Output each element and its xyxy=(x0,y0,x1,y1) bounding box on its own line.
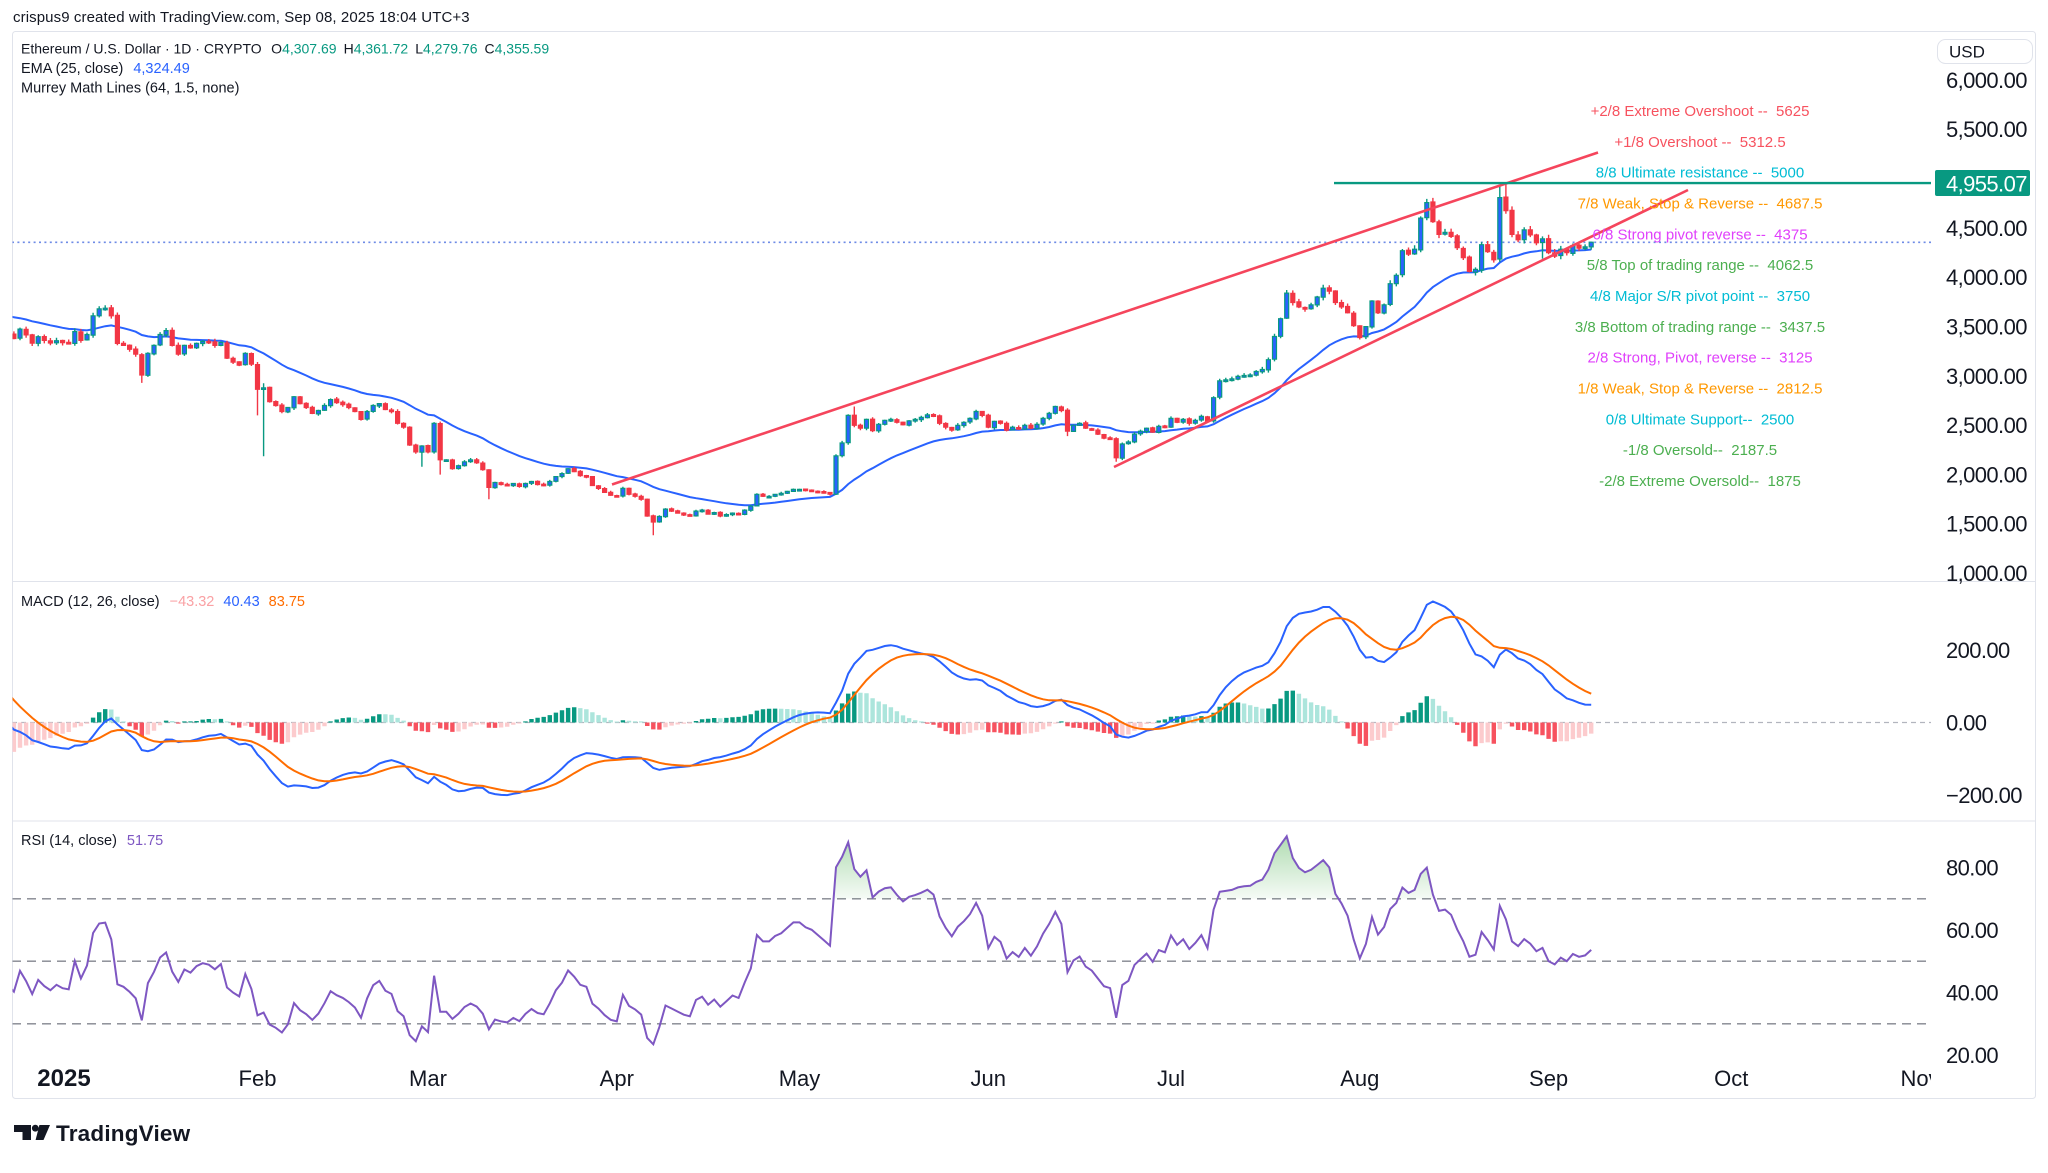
svg-text:4,500.00: 4,500.00 xyxy=(1946,216,2027,241)
svg-text:RSI (14, close)51.75: RSI (14, close) 51.75 xyxy=(21,833,163,849)
svg-text:May: May xyxy=(779,1066,821,1091)
svg-text:2,000.00: 2,000.00 xyxy=(1946,462,2027,487)
svg-text:0.00: 0.00 xyxy=(1946,710,1987,735)
svg-text:8/8 Ultimate resistance -- 50: 8/8 Ultimate resistance -- 5000 xyxy=(1596,165,1804,182)
svg-text:2/8 Strong, Pivot, reverse --: 2/8 Strong, Pivot, reverse -- 3125 xyxy=(1587,350,1812,367)
svg-text:200.00: 200.00 xyxy=(1946,638,2010,663)
svg-text:6/8 Strong pivot reverse -- 4: 6/8 Strong pivot reverse -- 4375 xyxy=(1592,226,1807,243)
svg-text:1,000.00: 1,000.00 xyxy=(1946,561,2027,586)
svg-text:80.00: 80.00 xyxy=(1946,855,1998,880)
svg-text:4,955.07: 4,955.07 xyxy=(1946,172,2027,197)
svg-text:2025: 2025 xyxy=(37,1065,90,1092)
svg-text:5/8 Top of trading range -- 4: 5/8 Top of trading range -- 4062.5 xyxy=(1587,257,1814,274)
svg-text:4/8 Major S/R pivot point --: 4/8 Major S/R pivot point -- 3750 xyxy=(1590,288,1810,305)
svg-text:Murrey Math Lines (64, 1.5, no: Murrey Math Lines (64, 1.5, none) xyxy=(21,81,239,97)
svg-text:−200.00: −200.00 xyxy=(1946,783,2022,808)
svg-text:Ethereum / U.S. Dollar · 1D ·: Ethereum / U.S. Dollar · 1D · CRYPTO O4,3… xyxy=(21,41,549,57)
svg-text:Apr: Apr xyxy=(600,1066,634,1091)
svg-text:TradingView: TradingView xyxy=(56,1121,191,1146)
svg-text:5,500.00: 5,500.00 xyxy=(1946,117,2027,142)
svg-text:Feb: Feb xyxy=(239,1066,277,1091)
svg-text:3,000.00: 3,000.00 xyxy=(1946,364,2027,389)
svg-text:USD: USD xyxy=(1949,43,1985,62)
svg-text:Sep: Sep xyxy=(1529,1066,1568,1091)
svg-text:1/8 Weak, Stop & Reverse -- 2: 1/8 Weak, Stop & Reverse -- 2812.5 xyxy=(1578,380,1823,397)
svg-text:3/8 Bottom of trading range --: 3/8 Bottom of trading range -- 3437.5 xyxy=(1575,319,1825,336)
svg-text:crispus9 created with TradingV: crispus9 created with TradingView.com, S… xyxy=(13,9,470,26)
svg-text:Aug: Aug xyxy=(1340,1066,1379,1091)
svg-text:EMA (25, close)4,324.49: EMA (25, close) 4,324.49 xyxy=(21,61,190,77)
svg-text:+2/8 Extreme Overshoot -- 562: +2/8 Extreme Overshoot -- 5625 xyxy=(1591,103,1810,120)
svg-text:-1/8 Oversold-- 2187.5: -1/8 Oversold-- 2187.5 xyxy=(1623,442,1777,459)
svg-text:7/8 Weak, Stop & Reverse -- 4: 7/8 Weak, Stop & Reverse -- 4687.5 xyxy=(1578,196,1823,213)
svg-text:6,000.00: 6,000.00 xyxy=(1946,68,2027,93)
svg-text:Nov: Nov xyxy=(1901,1066,1940,1091)
svg-text:2,500.00: 2,500.00 xyxy=(1946,413,2027,438)
svg-text:0/8 Ultimate Support-- 2500: 0/8 Ultimate Support-- 2500 xyxy=(1606,411,1794,428)
svg-text:+1/8 Overshoot -- 5312.5: +1/8 Overshoot -- 5312.5 xyxy=(1614,134,1785,151)
svg-text:60.00: 60.00 xyxy=(1946,918,1998,943)
svg-text:-2/8 Extreme Oversold-- 1875: -2/8 Extreme Oversold-- 1875 xyxy=(1599,473,1801,490)
svg-text:Jun: Jun xyxy=(971,1066,1006,1091)
svg-text:4,000.00: 4,000.00 xyxy=(1946,265,2027,290)
svg-text:Mar: Mar xyxy=(409,1066,447,1091)
svg-text:20.00: 20.00 xyxy=(1946,1043,1998,1068)
svg-text:3,500.00: 3,500.00 xyxy=(1946,314,2027,339)
svg-text:40.00: 40.00 xyxy=(1946,980,1998,1005)
svg-text:Jul: Jul xyxy=(1157,1066,1185,1091)
svg-text:Oct: Oct xyxy=(1714,1066,1748,1091)
svg-text:1,500.00: 1,500.00 xyxy=(1946,512,2027,537)
